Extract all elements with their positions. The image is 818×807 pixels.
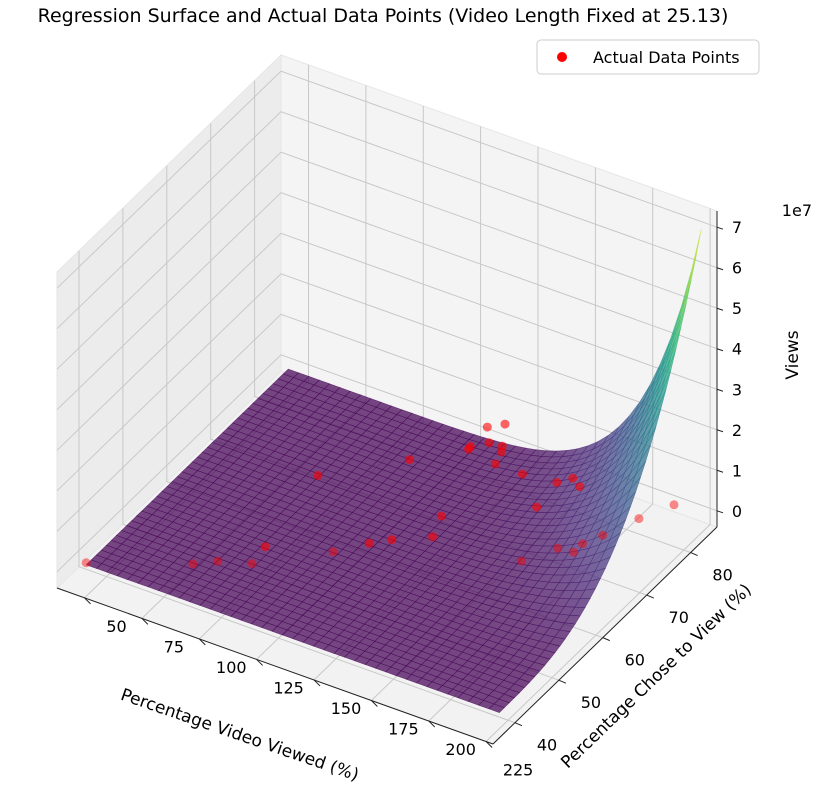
data-point (569, 547, 579, 557)
y-tick-mark (602, 637, 611, 642)
z-tick-mark (716, 307, 724, 311)
legend-label: Actual Data Points (593, 48, 740, 67)
data-point (364, 538, 374, 548)
data-points (81, 419, 679, 569)
regression-surface (85, 229, 702, 713)
z-tick-mark (716, 510, 724, 514)
data-point (405, 455, 415, 465)
data-point (328, 547, 338, 557)
grid-line-z (56, 70, 718, 289)
data-point (532, 502, 542, 512)
x-tick-label: 75 (164, 637, 184, 656)
data-point (500, 419, 510, 429)
z-tick-label: 0 (732, 502, 742, 521)
axis-lines (56, 211, 718, 745)
y-tick-label: 80 (712, 566, 732, 585)
data-point (575, 482, 585, 492)
x-tick-mark (198, 638, 206, 646)
y-axis-line (492, 526, 718, 745)
data-point (247, 559, 257, 568)
x-tick-mark (84, 597, 91, 605)
y-tick-label: 60 (625, 651, 645, 670)
data-point (490, 459, 500, 469)
y-tick-mark (690, 552, 698, 556)
data-point (188, 559, 198, 569)
x-tick-mark (485, 741, 493, 748)
chart-title: Regression Surface and Actual Data Point… (38, 5, 729, 27)
data-point (387, 535, 397, 545)
grid-line-z (56, 232, 718, 451)
x-tick-mark (141, 618, 149, 625)
x-tick-mark (256, 659, 263, 666)
z-tick-mark (716, 388, 724, 392)
data-point (313, 470, 323, 480)
z-tick-mark (716, 226, 724, 230)
z-tick-label: 1 (732, 461, 742, 480)
grid-line-y (78, 250, 516, 724)
data-point (634, 514, 644, 524)
x-tick-mark (428, 720, 436, 728)
grid-line-z (56, 111, 718, 330)
x-tick-label: 225 (503, 761, 534, 780)
z-tick-label: 4 (732, 340, 742, 359)
grid-line-z (56, 192, 718, 411)
legend-marker (557, 52, 567, 62)
x-axis-label: Percentage Video Viewed (%) (118, 685, 361, 785)
x-axis-line (56, 587, 494, 745)
data-point (669, 500, 679, 510)
z-axis-label: Views (783, 330, 803, 379)
grid-line-x (485, 208, 711, 742)
data-point (436, 511, 446, 521)
data-point (568, 473, 578, 483)
z-tick-label: 5 (732, 299, 742, 318)
data-point (482, 422, 492, 432)
x-tick-label: 150 (331, 699, 362, 718)
y-tick-mark (646, 594, 654, 599)
y-tick-label: 40 (537, 736, 557, 755)
data-point (496, 447, 506, 457)
data-point (81, 558, 91, 568)
data-point (517, 556, 527, 566)
x-tick-label: 200 (445, 740, 476, 759)
data-point (213, 556, 223, 566)
data-point (578, 539, 587, 549)
legend: Actual Data Points (536, 39, 760, 75)
x-tick-label: 175 (388, 720, 419, 739)
x-tick-label: 100 (216, 658, 247, 677)
y-tick-label: 70 (669, 608, 689, 627)
x-tick-mark (313, 679, 321, 687)
y-tick-mark (514, 722, 523, 727)
z-tick-mark (716, 469, 724, 473)
data-point (484, 438, 494, 448)
legend-box (536, 39, 760, 75)
surface-patch (488, 703, 505, 713)
z-tick-mark (716, 267, 724, 271)
data-point (464, 444, 473, 454)
data-point (553, 543, 563, 553)
y-tick-mark (558, 679, 567, 684)
x-tick-mark (371, 700, 378, 707)
grid-line-z (56, 151, 718, 370)
y-tick-label: 50 (581, 693, 601, 712)
x-tick-label: 125 (273, 678, 304, 697)
x-tick-label: 50 (106, 617, 126, 636)
z-tick-mark (716, 429, 724, 433)
data-point (260, 542, 270, 552)
grid-line-z (56, 273, 718, 492)
z-tick-label: 7 (732, 218, 742, 237)
data-point (428, 532, 438, 542)
data-point (598, 530, 608, 540)
z-tick-label: 6 (732, 259, 742, 278)
z-tick-label: 3 (732, 380, 742, 399)
z-offset-label: 1e7 (782, 201, 812, 220)
grid-line-z (56, 313, 718, 532)
data-point (552, 477, 562, 487)
data-point (517, 469, 527, 479)
z-tick-mark (716, 348, 724, 352)
z-tick-label: 2 (732, 421, 742, 440)
